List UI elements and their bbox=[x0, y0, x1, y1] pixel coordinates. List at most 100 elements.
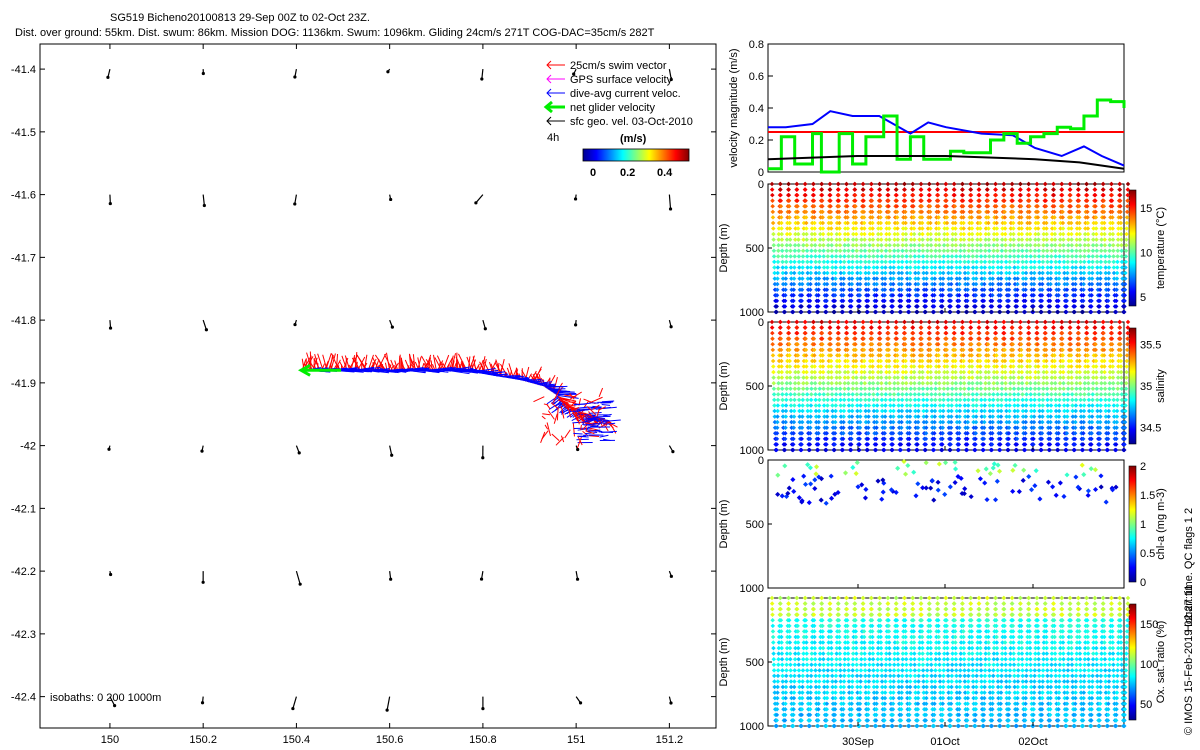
map-ytick-label: -42.3 bbox=[11, 629, 36, 641]
depth-point bbox=[882, 287, 888, 293]
depth-point bbox=[823, 309, 829, 315]
dac-vector bbox=[603, 406, 617, 410]
depth-point bbox=[855, 281, 860, 287]
swim-vector bbox=[558, 396, 568, 402]
swim-vector bbox=[570, 400, 577, 407]
swim-vector bbox=[577, 436, 582, 449]
depth-point bbox=[838, 276, 844, 281]
depth-point bbox=[866, 281, 871, 287]
dac-vector bbox=[581, 419, 592, 423]
depth-point bbox=[822, 276, 827, 281]
depth-point bbox=[866, 270, 872, 276]
depth-point bbox=[815, 309, 821, 315]
depth-point bbox=[908, 265, 913, 270]
depth-point bbox=[780, 270, 786, 276]
depth-colorbar bbox=[1128, 465, 1137, 583]
colorbar-tick-0: 0 bbox=[590, 167, 596, 179]
depth-point bbox=[832, 287, 838, 293]
depth-point bbox=[840, 304, 846, 309]
depth-point bbox=[940, 304, 945, 309]
depth-point bbox=[916, 259, 922, 265]
legend-gps-arrowhead bbox=[546, 74, 552, 84]
depth-point bbox=[854, 259, 860, 265]
depth-point bbox=[881, 309, 887, 315]
depth-point bbox=[874, 293, 879, 298]
depth-point bbox=[938, 281, 943, 287]
geo-vector-head bbox=[669, 574, 673, 578]
colorbar-tick-label: 0.5 bbox=[1140, 548, 1155, 560]
depth-point bbox=[796, 254, 802, 259]
depth-point bbox=[908, 259, 913, 265]
depth-point bbox=[808, 281, 813, 287]
depth-point bbox=[871, 265, 877, 270]
depth-point bbox=[791, 276, 797, 281]
depth-point bbox=[783, 270, 789, 276]
depth-point bbox=[883, 265, 888, 270]
depth-point bbox=[791, 298, 796, 304]
depth-point bbox=[772, 265, 777, 270]
geo-vector-head bbox=[202, 203, 206, 208]
colorbar-label: chl-a (mg m-3) bbox=[1155, 488, 1167, 560]
legend-swim-arrowhead bbox=[546, 60, 552, 70]
depth-point bbox=[809, 254, 814, 259]
depth-point bbox=[788, 265, 794, 270]
depth-point bbox=[888, 281, 894, 287]
depth-point bbox=[857, 304, 862, 309]
depth-point bbox=[849, 281, 855, 287]
depth-point bbox=[1124, 220, 1130, 226]
depth-point bbox=[924, 265, 930, 270]
depth-point bbox=[899, 281, 904, 287]
depth-point bbox=[932, 287, 937, 293]
depth-point bbox=[833, 270, 838, 276]
depth-point bbox=[916, 276, 921, 281]
depth-point bbox=[890, 304, 895, 309]
depth-point bbox=[840, 298, 846, 304]
depth-point bbox=[816, 276, 822, 281]
depth-ytick-label: 0 bbox=[758, 455, 764, 467]
swim-vector bbox=[553, 413, 558, 424]
depth-point bbox=[866, 259, 872, 265]
depth-point bbox=[945, 259, 951, 265]
depth-point bbox=[782, 298, 788, 304]
depth-point bbox=[830, 270, 835, 276]
depth-point bbox=[799, 287, 805, 293]
depth-point bbox=[800, 259, 806, 265]
swim-vector bbox=[374, 354, 387, 371]
depth-point bbox=[829, 259, 835, 265]
geo-vector bbox=[481, 69, 484, 80]
depth-point bbox=[841, 287, 846, 293]
depth-point bbox=[913, 281, 918, 287]
geo-vector bbox=[202, 194, 205, 206]
depth-point bbox=[821, 265, 827, 270]
geo-vector-head bbox=[200, 449, 204, 453]
depth-point bbox=[1123, 242, 1129, 248]
depth-point bbox=[791, 270, 797, 276]
legend-dac-label: dive-avg current veloc. bbox=[570, 88, 681, 100]
map-xtick-label: 150.6 bbox=[376, 734, 404, 746]
depth-ytick-label: 1000 bbox=[740, 583, 764, 595]
depth-point bbox=[821, 254, 827, 259]
swim-vector bbox=[596, 409, 600, 417]
map-ytick-label: -42.1 bbox=[11, 503, 36, 515]
map-ytick-label: -41.5 bbox=[11, 127, 36, 139]
depth-point bbox=[931, 309, 937, 315]
depth-point bbox=[937, 259, 943, 265]
depth-point bbox=[891, 281, 896, 287]
isobaths-label: isobaths: 0 200 1000m bbox=[50, 692, 161, 704]
depth-point bbox=[789, 276, 794, 281]
depth-point bbox=[863, 259, 868, 265]
swim-vector bbox=[314, 353, 320, 371]
glider-track bbox=[297, 351, 621, 449]
depth-point bbox=[888, 265, 893, 270]
depth-point bbox=[813, 270, 819, 276]
dac-vector bbox=[551, 396, 560, 405]
dac-vector bbox=[547, 388, 560, 391]
depth-point bbox=[825, 265, 830, 270]
depth-point bbox=[949, 259, 955, 265]
depth-point bbox=[780, 281, 786, 287]
depth-point bbox=[855, 276, 860, 281]
depth-point bbox=[913, 270, 918, 276]
depth-point bbox=[848, 309, 854, 315]
depth-point bbox=[882, 276, 888, 281]
